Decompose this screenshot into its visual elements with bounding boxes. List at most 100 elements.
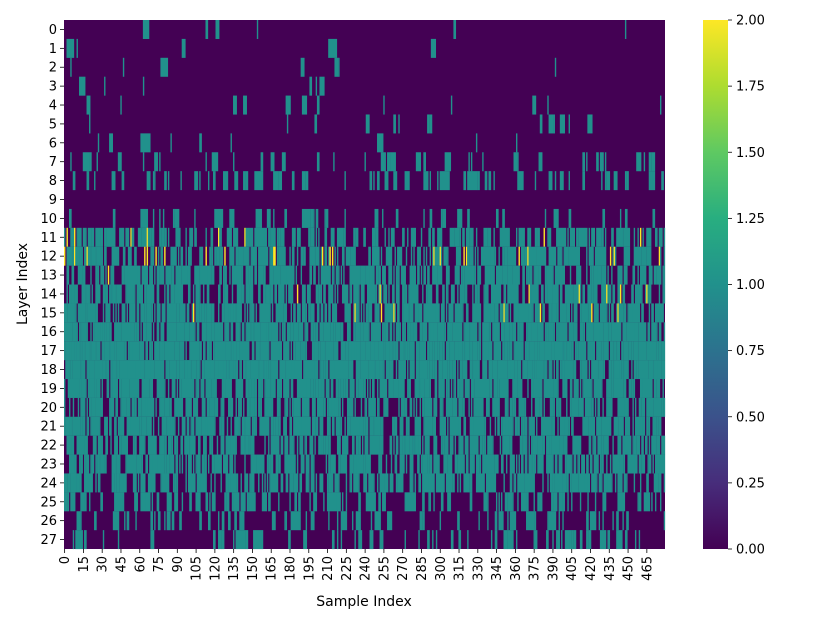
heatmap-cell: [502, 246, 505, 266]
heatmap-cell: [205, 246, 207, 266]
heatmap-cell: [279, 397, 281, 417]
heatmap-cell: [499, 303, 503, 323]
heatmap-cell: [110, 265, 115, 285]
heatmap-cell: [240, 397, 242, 417]
heatmap-cell: [578, 397, 581, 417]
heatmap-cell: [244, 473, 247, 493]
heatmap-cell: [477, 246, 479, 266]
heatmap-cell: [289, 435, 294, 455]
heatmap-cell: [510, 435, 513, 455]
heatmap-cell: [493, 378, 497, 398]
heatmap-cell: [413, 246, 415, 266]
heatmap-cell: [115, 454, 117, 474]
heatmap-cell: [306, 378, 311, 398]
heatmap-cell: [176, 322, 181, 342]
heatmap-cell: [445, 246, 448, 266]
heatmap-cell: [465, 227, 470, 247]
heatmap-cell: [568, 208, 572, 228]
heatmap-cell: [157, 454, 165, 474]
heatmap-cell: [338, 397, 340, 417]
heatmap-cell: [127, 341, 130, 361]
heatmap-cell: [230, 133, 232, 153]
heatmap-cell: [316, 416, 319, 436]
heatmap-cell: [172, 473, 175, 493]
heatmap-cell: [533, 492, 535, 512]
heatmap-cell: [616, 303, 618, 323]
heatmap-cell: [324, 303, 328, 323]
heatmap-cell: [349, 265, 360, 285]
heatmap-cell: [351, 511, 354, 531]
heatmap-cell: [180, 171, 182, 191]
heatmap-cell: [399, 454, 405, 474]
heatmap-cell: [606, 378, 612, 398]
heatmap-cell: [480, 246, 492, 266]
heatmap-cell: [433, 322, 438, 342]
heatmap-cell: [175, 227, 179, 247]
heatmap-cell: [280, 473, 283, 493]
heatmap-cell: [114, 492, 123, 512]
heatmap-cell: [392, 284, 395, 304]
heatmap-cell: [407, 416, 410, 436]
heatmap-cell: [604, 246, 607, 266]
heatmap-cell: [328, 454, 331, 474]
heatmap-cell: [443, 473, 445, 493]
heatmap-cell: [569, 265, 572, 285]
heatmap-cell: [634, 416, 643, 436]
heatmap-cell: [101, 378, 103, 398]
heatmap-cell: [382, 416, 384, 436]
heatmap-cell: [102, 530, 105, 550]
heatmap-cell: [149, 378, 151, 398]
heatmap-cell: [637, 492, 639, 512]
heatmap-cell: [556, 303, 559, 323]
heatmap-cell: [278, 492, 280, 512]
heatmap-cell: [564, 454, 567, 474]
heatmap-cell: [601, 435, 604, 455]
heatmap-cell: [184, 435, 189, 455]
heatmap-cell: [229, 265, 231, 285]
heatmap-cell: [233, 227, 239, 247]
heatmap-cell: [164, 378, 166, 398]
heatmap-cell: [395, 360, 398, 380]
heatmap-cell: [355, 378, 359, 398]
heatmap-cell: [367, 322, 369, 342]
heatmap-cell: [344, 360, 348, 380]
heatmap-cell: [435, 435, 438, 455]
heatmap-cell: [612, 378, 614, 398]
heatmap-cell: [294, 360, 303, 380]
heatmap-cell: [219, 265, 222, 285]
heatmap-cell: [512, 378, 518, 398]
heatmap-cell: [443, 246, 447, 266]
heatmap-cell: [305, 473, 309, 493]
heatmap-cell: [524, 473, 535, 493]
heatmap-cell: [368, 303, 373, 323]
heatmap-cell: [494, 511, 498, 531]
heatmap-cell: [124, 511, 126, 531]
heatmap-cell: [245, 227, 250, 247]
heatmap-cell: [86, 95, 91, 115]
heatmap-cell: [296, 227, 301, 247]
heatmap-cell: [419, 397, 421, 417]
heatmap-cell: [254, 397, 257, 417]
heatmap-cell: [192, 397, 199, 417]
heatmap-cell: [445, 435, 449, 455]
heatmap-cell: [418, 246, 420, 266]
heatmap-cell: [324, 246, 328, 266]
heatmap-cell: [632, 303, 641, 323]
heatmap-cell: [289, 246, 291, 266]
heatmap-cell: [544, 208, 547, 228]
heatmap-cell: [248, 435, 250, 455]
heatmap-cell: [290, 378, 294, 398]
heatmap-cell: [462, 397, 465, 417]
heatmap-cell: [420, 265, 423, 285]
heatmap-cell: [213, 171, 216, 191]
heatmap-cell: [546, 435, 550, 455]
heatmap-cell: [156, 378, 164, 398]
heatmap-cell: [516, 530, 518, 550]
heatmap-cell: [210, 473, 212, 493]
colorbar-tick-label: 2.00: [736, 14, 765, 29]
heatmap-cell: [85, 284, 87, 304]
heatmap-cell: [81, 341, 83, 361]
heatmap-cell: [197, 360, 200, 380]
heatmap-cell: [468, 378, 470, 398]
heatmap-cell: [384, 171, 389, 191]
